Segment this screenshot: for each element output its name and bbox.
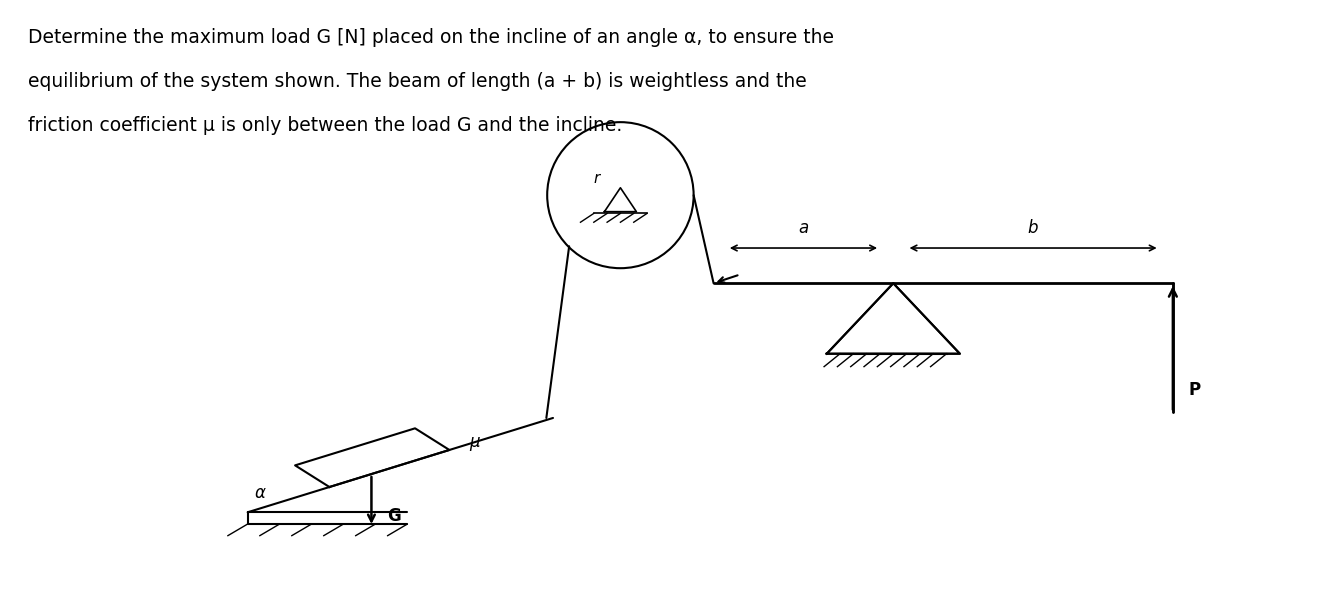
Text: b: b: [1027, 219, 1038, 237]
Text: P: P: [1189, 381, 1201, 399]
Text: G: G: [387, 507, 402, 525]
Text: Determine the maximum load G [N] placed on the incline of an angle α, to ensure : Determine the maximum load G [N] placed …: [28, 28, 834, 47]
Polygon shape: [827, 283, 960, 354]
Text: equilibrium of the system shown. The beam of length (a + b) is weightless and th: equilibrium of the system shown. The bea…: [28, 72, 807, 91]
Text: friction coefficient μ is only between the load G and the incline.: friction coefficient μ is only between t…: [28, 116, 622, 135]
Text: $\mu$: $\mu$: [470, 435, 482, 453]
Text: $\alpha$: $\alpha$: [255, 484, 267, 502]
Text: a: a: [798, 219, 808, 237]
Text: r: r: [594, 172, 600, 186]
